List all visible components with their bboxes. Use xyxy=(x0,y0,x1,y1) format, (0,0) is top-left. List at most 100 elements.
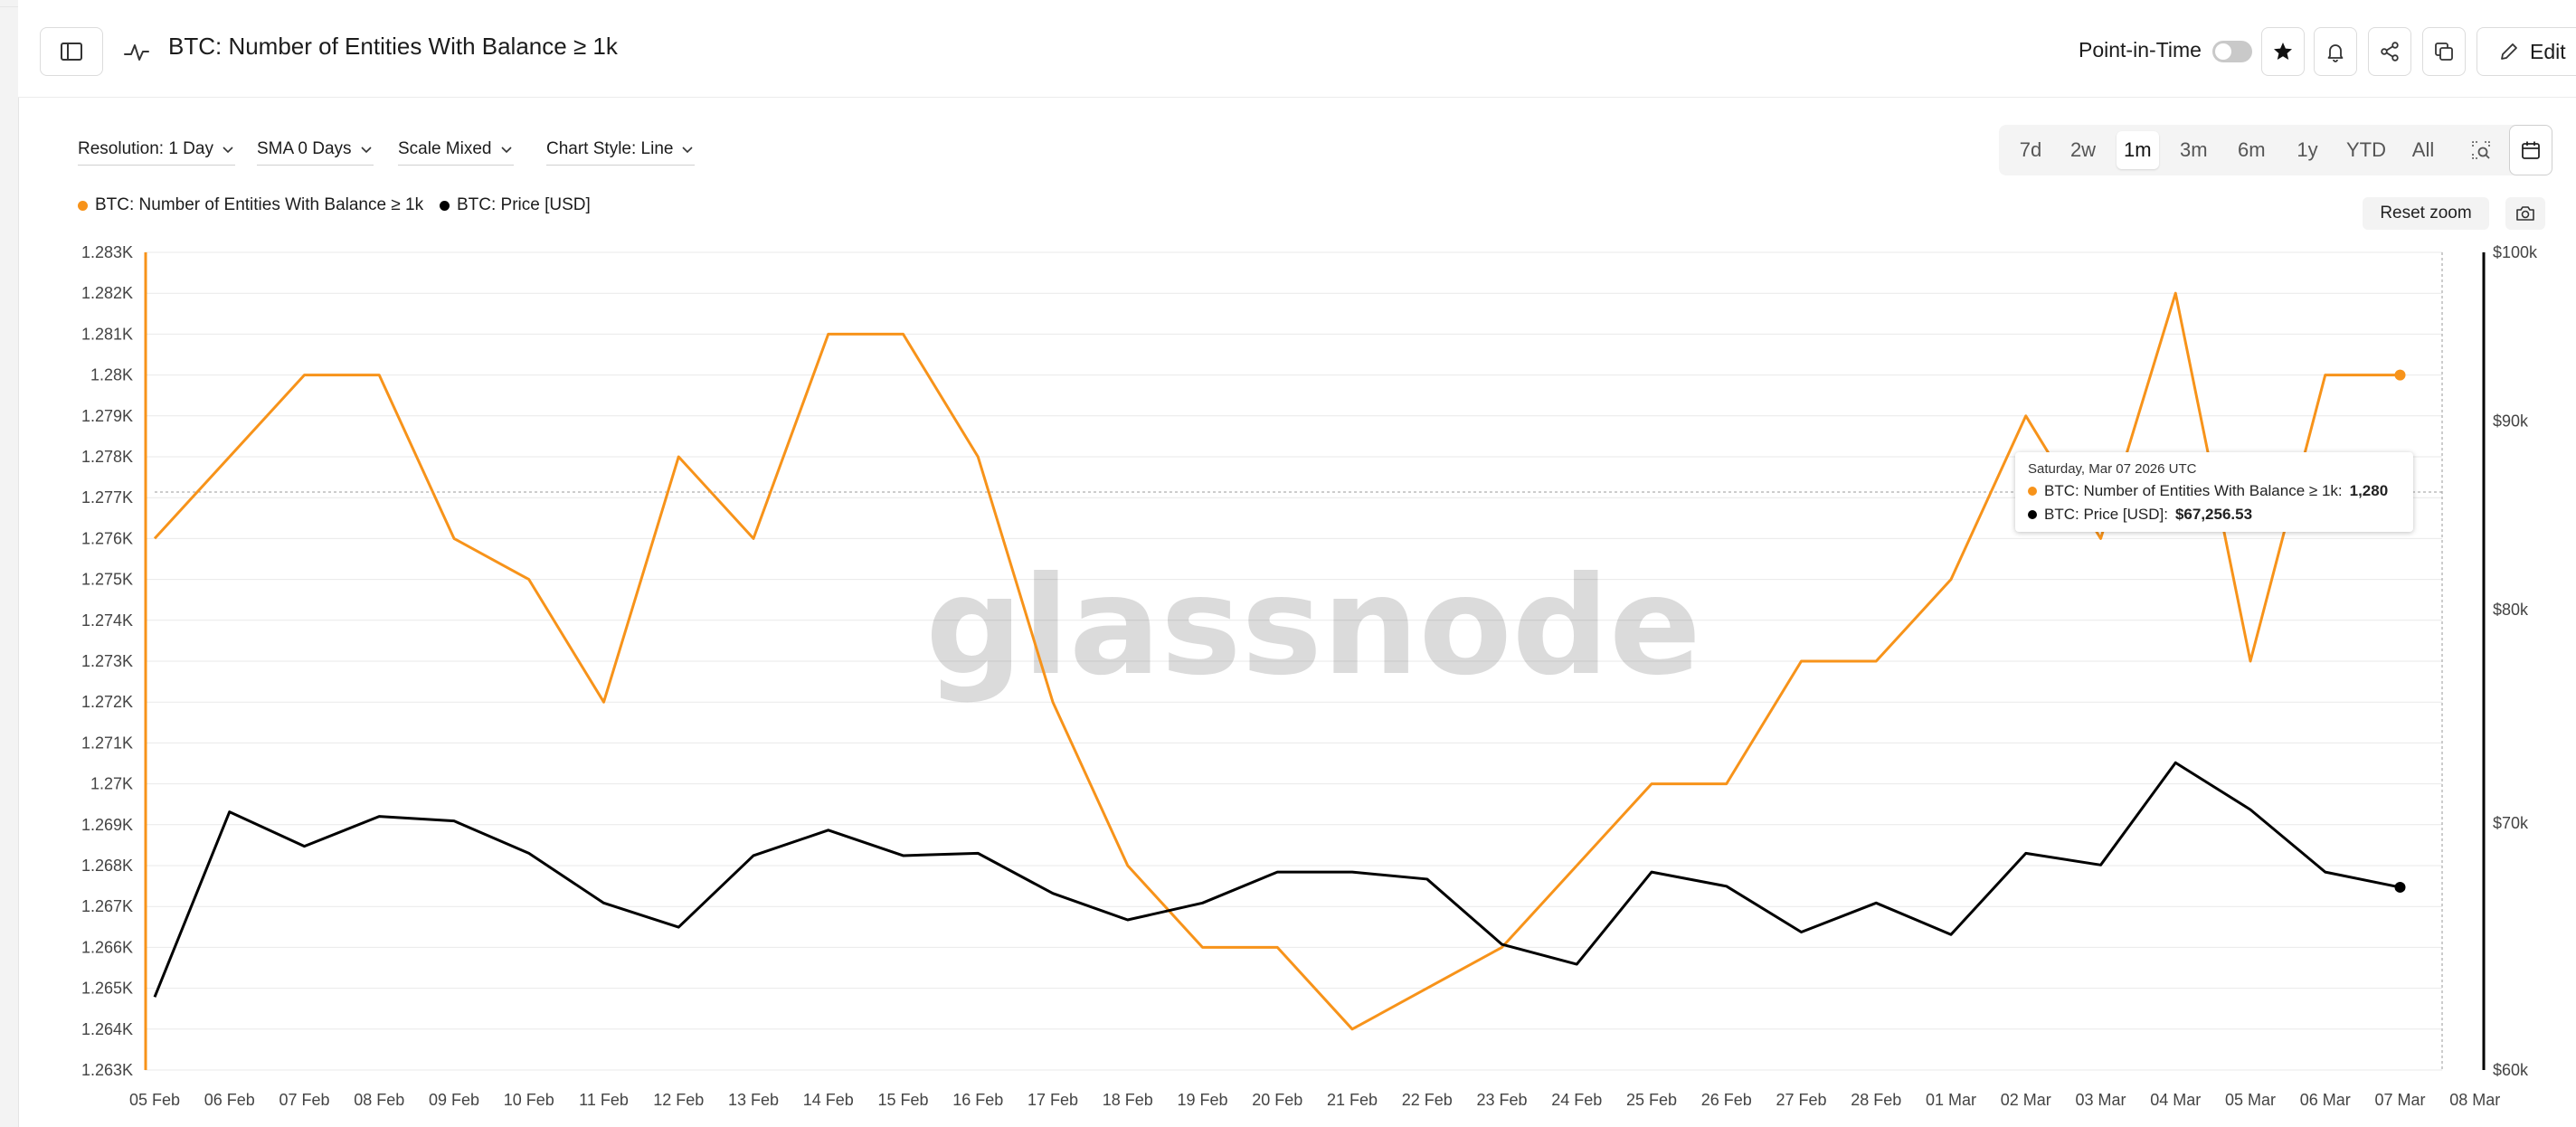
date-picker-button[interactable] xyxy=(2509,125,2552,175)
chart-tooltip: Saturday, Mar 07 2026 UTC BTC: Number of… xyxy=(2015,452,2413,532)
range-1m[interactable]: 1m xyxy=(2117,131,2159,169)
x-tick-label: 18 Feb xyxy=(1103,1091,1153,1109)
range-7d[interactable]: 7d xyxy=(2019,138,2042,161)
x-tick-label: 25 Feb xyxy=(1626,1091,1677,1109)
tooltip-date: Saturday, Mar 07 2026 UTC xyxy=(2028,461,2197,477)
x-tick-label: 20 Feb xyxy=(1252,1091,1302,1109)
y-left-tick-label: 1.269K xyxy=(81,816,133,834)
copy-icon xyxy=(2435,43,2453,61)
y-left-tick-label: 1.271K xyxy=(81,734,133,752)
range-2w[interactable]: 2w xyxy=(2069,138,2097,161)
legend-swatch-price xyxy=(440,200,450,211)
legend-label-entities: BTC: Number of Entities With Balance ≥ 1… xyxy=(95,195,424,214)
tooltip-label-price: BTC: Price [USD]: xyxy=(2044,506,2168,523)
resolution-dropdown[interactable]: Resolution: 1 Day xyxy=(78,139,235,166)
x-tick-label: 16 Feb xyxy=(952,1091,1003,1109)
y-left-tick-label: 1.273K xyxy=(81,652,133,670)
y-left-tick-label: 1.282K xyxy=(81,284,133,302)
scale-dropdown[interactable]: Scale Mixed xyxy=(398,139,514,166)
x-tick-label: 21 Feb xyxy=(1327,1091,1378,1109)
x-tick-label: 02 Mar xyxy=(2001,1091,2051,1109)
y-left-tick-label: 1.276K xyxy=(81,529,133,547)
hover-point-price xyxy=(2394,881,2406,893)
y-left-tick-label: 1.281K xyxy=(81,325,133,343)
time-range-selector xyxy=(1999,125,2552,175)
y-left-tick-label: 1.265K xyxy=(81,980,133,998)
resolution-label: Resolution: 1 Day xyxy=(78,139,213,158)
reset-zoom-button[interactable]: Reset zoom xyxy=(2363,197,2489,230)
screenshot-button[interactable] xyxy=(2505,197,2545,230)
tooltip-label-entities: BTC: Number of Entities With Balance ≥ 1… xyxy=(2044,482,2343,499)
legend-item-price[interactable]: BTC: Price [USD] xyxy=(440,195,591,215)
edit-button[interactable]: Edit xyxy=(2477,27,2576,76)
series-line-price xyxy=(153,761,2401,998)
x-tick-label: 08 Mar xyxy=(2449,1091,2500,1109)
x-tick-label: 03 Mar xyxy=(2075,1091,2126,1109)
page-title: BTC: Number of Entities With Balance ≥ 1… xyxy=(168,33,618,60)
favorite-button[interactable] xyxy=(2261,27,2305,76)
y-left-tick-label: 1.263K xyxy=(81,1061,133,1079)
x-tick-label: 11 Feb xyxy=(579,1091,629,1109)
y-right-tick-label: $60k xyxy=(2493,1061,2529,1079)
x-tick-label: 28 Feb xyxy=(1851,1091,1901,1109)
x-tick-label: 24 Feb xyxy=(1551,1091,1602,1109)
range-3m[interactable]: 3m xyxy=(2180,138,2208,161)
legend-swatch-entities xyxy=(78,200,88,211)
zoom-select-button[interactable] xyxy=(2460,131,2502,169)
chevron-down-icon xyxy=(360,147,372,154)
calendar-icon xyxy=(2522,141,2540,159)
y-left-tick-label: 1.28K xyxy=(90,366,133,384)
bell-icon xyxy=(2327,44,2344,62)
x-tick-label: 15 Feb xyxy=(877,1091,928,1109)
x-tick-label: 01 Mar xyxy=(1926,1091,1976,1109)
range-all[interactable]: All xyxy=(2411,138,2435,161)
range-6m[interactable]: 6m xyxy=(2238,138,2266,161)
toggle-sidebar-button[interactable] xyxy=(40,27,103,76)
y-right-tick-label: $90k xyxy=(2493,412,2529,430)
y-right-tick-label: $100k xyxy=(2493,243,2538,261)
y-left-tick-label: 1.27K xyxy=(90,775,133,793)
legend-item-entities[interactable]: BTC: Number of Entities With Balance ≥ 1… xyxy=(78,195,423,215)
sma-dropdown[interactable]: SMA 0 Days xyxy=(257,139,374,166)
y-right-tick-label: $70k xyxy=(2493,814,2529,832)
duplicate-button[interactable] xyxy=(2422,27,2466,76)
tooltip-swatch-entities xyxy=(2028,487,2037,496)
point-in-time-toggle[interactable] xyxy=(2212,41,2252,62)
line-chart-icon xyxy=(124,44,149,61)
camera-icon xyxy=(2516,206,2534,221)
x-tick-label: 04 Mar xyxy=(2150,1091,2201,1109)
sidebar-icon xyxy=(61,43,82,61)
x-tick-label: 26 Feb xyxy=(1701,1091,1752,1109)
x-tick-label: 05 Feb xyxy=(129,1091,180,1109)
tooltip-row-entities: BTC: Number of Entities With Balance ≥ 1… xyxy=(2028,482,2401,500)
x-tick-label: 06 Mar xyxy=(2300,1091,2351,1109)
x-tick-label: 07 Mar xyxy=(2374,1091,2425,1109)
chevron-down-icon xyxy=(682,147,694,154)
y-left-tick-label: 1.277K xyxy=(81,488,133,507)
x-tick-label: 12 Feb xyxy=(653,1091,704,1109)
range-1y[interactable]: 1y xyxy=(2297,138,2318,161)
chart-style-dropdown[interactable]: Chart Style: Line xyxy=(546,139,696,166)
tooltip-swatch-price xyxy=(2028,510,2037,519)
x-tick-label: 19 Feb xyxy=(1177,1091,1227,1109)
x-tick-label: 05 Mar xyxy=(2225,1091,2276,1109)
y-left-tick-label: 1.278K xyxy=(81,448,133,466)
alert-button[interactable] xyxy=(2314,27,2357,76)
share-button[interactable] xyxy=(2368,27,2411,76)
chart-style-label: Chart Style: Line xyxy=(546,139,674,158)
pencil-icon xyxy=(2501,43,2517,60)
range-ytd[interactable]: YTD xyxy=(2346,138,2386,161)
y-left-tick-label: 1.268K xyxy=(81,857,133,875)
x-tick-label: 06 Feb xyxy=(204,1091,255,1109)
y-left-tick-label: 1.275K xyxy=(81,571,133,589)
series-line-entities xyxy=(153,291,2401,1031)
y-left-tick-label: 1.274K xyxy=(81,611,133,630)
hover-point-entities xyxy=(2394,369,2406,381)
y-right-tick-label: $80k xyxy=(2493,601,2529,619)
x-tick-label: 10 Feb xyxy=(504,1091,554,1109)
scale-label: Scale Mixed xyxy=(398,139,492,158)
x-tick-label: 17 Feb xyxy=(1028,1091,1078,1109)
x-tick-label: 07 Feb xyxy=(279,1091,329,1109)
sma-label: SMA 0 Days xyxy=(257,139,352,158)
x-tick-label: 09 Feb xyxy=(429,1091,479,1109)
